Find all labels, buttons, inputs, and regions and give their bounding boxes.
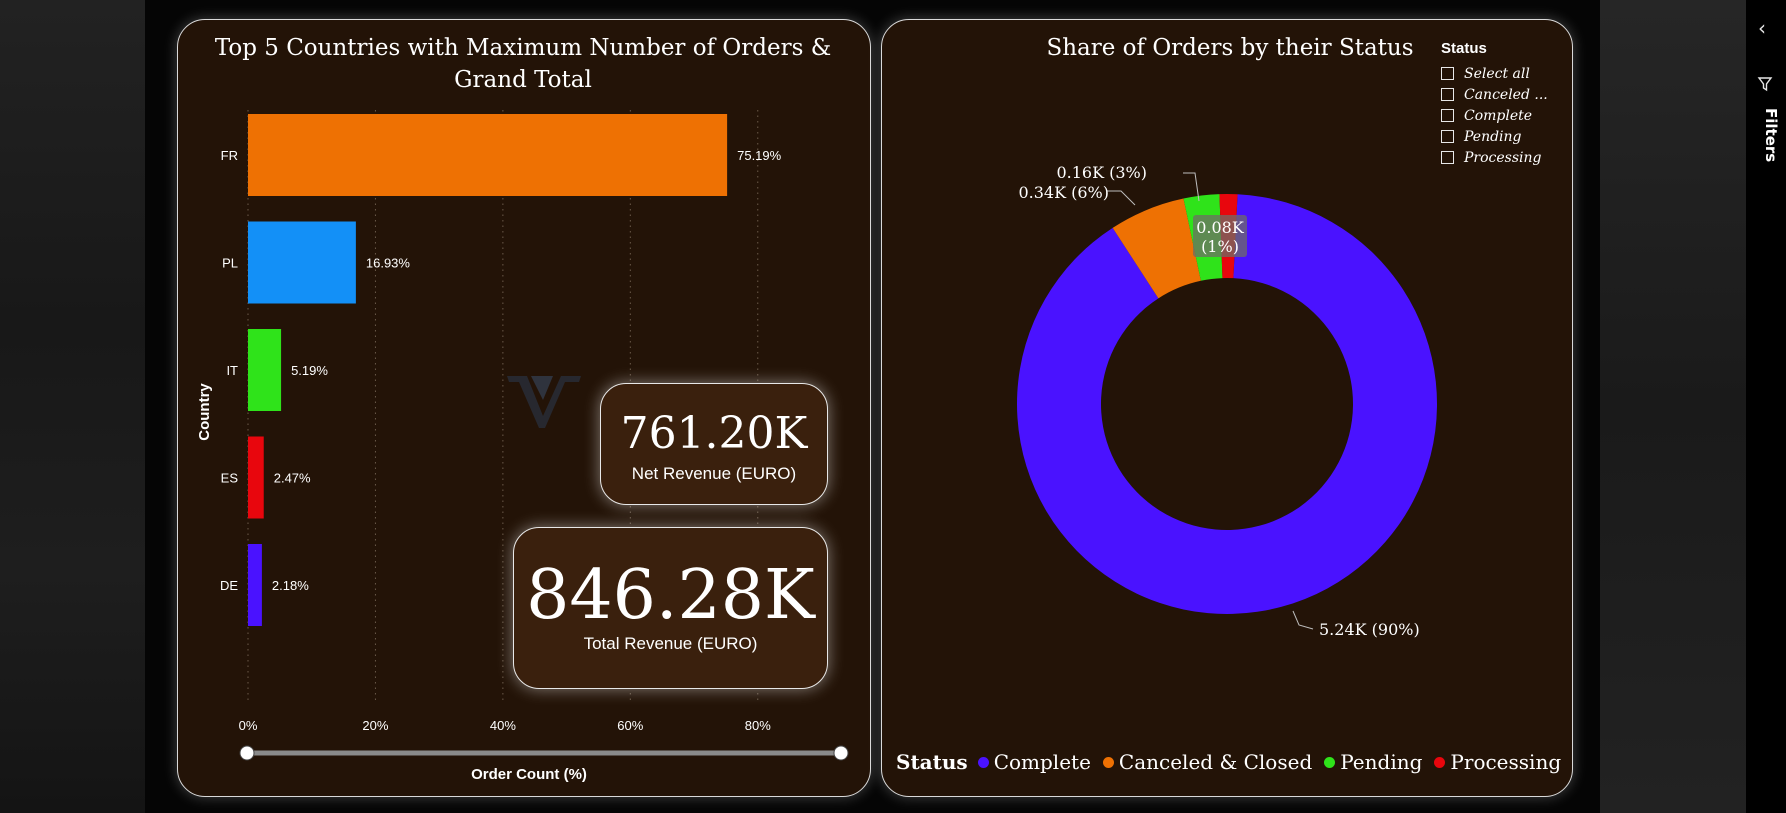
bar-data-label: 2.47% — [274, 471, 311, 486]
y-tick-label: ES — [221, 471, 239, 486]
legend-item[interactable]: Pending — [1324, 750, 1422, 774]
slicer-item-label: Canceled ... — [1464, 86, 1548, 103]
bar-pl[interactable] — [248, 221, 356, 304]
filters-label[interactable]: Filters — [1762, 108, 1780, 163]
legend-item[interactable]: Complete — [977, 750, 1091, 774]
legend-dot-icon — [1102, 756, 1114, 768]
bar-chart-title-line2: Grand Total — [454, 67, 592, 93]
donut-slice-canceled-closed[interactable] — [1112, 198, 1201, 299]
logo-watermark-icon — [507, 376, 581, 428]
donut-data-label-box — [1193, 215, 1247, 257]
range-slider-handle-start[interactable] — [239, 745, 255, 761]
x-tick-label: 40% — [490, 718, 516, 733]
background-left — [0, 0, 145, 813]
x-tick-label: 80% — [745, 718, 771, 733]
slicer-item-label: Complete — [1464, 107, 1533, 124]
y-axis-label: Country — [196, 383, 213, 441]
bar-data-label: 2.18% — [272, 578, 309, 593]
bar-de[interactable] — [248, 544, 262, 626]
donut-data-label: 0.08K — [1196, 218, 1245, 237]
legend-item[interactable]: Canceled & Closed — [1102, 750, 1313, 774]
slicer-item[interactable]: Canceled ... — [1441, 84, 1548, 105]
net-revenue-card: 761.20K Net Revenue (EURO) — [600, 383, 828, 505]
bar-data-label: 75.19% — [737, 148, 782, 163]
status-slicer-title: Status — [1441, 40, 1487, 57]
y-tick-label: FR — [221, 148, 238, 163]
slicer-item[interactable]: Select all — [1441, 63, 1548, 84]
total-revenue-card: 846.28K Total Revenue (EURO) — [513, 527, 828, 689]
bar-data-label: 5.19% — [291, 363, 328, 378]
total-revenue-value: 846.28K — [526, 556, 815, 635]
chevron-left-icon[interactable]: ‹ — [1758, 16, 1766, 40]
legend-item-label: Complete — [993, 750, 1091, 774]
slicer-item-label: Pending — [1464, 128, 1522, 145]
donut-chart: 5.24K (90%) 0.34K (6%)0.16K (3%) 0.08K(1%) — [1017, 163, 1437, 639]
donut-legend-title: Status — [896, 750, 968, 774]
donut-data-label: 5.24K (90%) — [1319, 620, 1420, 639]
net-revenue-label: Net Revenue (EURO) — [631, 464, 797, 483]
bar-fr[interactable] — [248, 114, 728, 196]
bar-chart-title-line1: Top 5 Countries with Maximum Number of O… — [214, 35, 832, 61]
legend-dot-icon — [977, 756, 989, 768]
x-tick-label: 20% — [362, 718, 388, 733]
donut-leader-line — [1183, 172, 1200, 202]
slicer-item-label: Select all — [1464, 65, 1530, 82]
background-right — [1600, 0, 1746, 813]
bar-data-label: 16.93% — [366, 256, 411, 271]
status-slicer: Status Select all Canceled ... Complete Pen… — [1441, 40, 1548, 168]
net-revenue-value: 761.20K — [620, 408, 808, 459]
donut-data-label: (1%) — [1201, 237, 1239, 256]
donut-leader-line — [1292, 610, 1314, 630]
checkbox[interactable] — [1441, 88, 1454, 101]
legend-item-label: Canceled & Closed — [1118, 750, 1313, 774]
y-tick-label: PL — [222, 256, 238, 271]
slicer-item[interactable]: Complete — [1441, 105, 1548, 126]
y-tick-label: IT — [226, 363, 238, 378]
checkbox[interactable] — [1441, 67, 1454, 80]
y-tick-label: DE — [220, 578, 238, 593]
legend-item[interactable]: Processing — [1434, 750, 1561, 774]
checkbox[interactable] — [1441, 109, 1454, 122]
bar-chart: 0% 20% 40% 60% 80% FR 75.19% PL 16.93% IT 5.19% ES 2… — [196, 110, 849, 783]
x-tick-label: 60% — [617, 718, 643, 733]
bar-chart-title: Top 5 Countries with Maximum Number of O… — [195, 32, 851, 96]
donut-chart-card — [881, 19, 1573, 797]
x-axis-label: Order Count (%) — [471, 766, 587, 783]
legend-item-label: Processing — [1450, 750, 1562, 774]
legend-dot-icon — [1324, 756, 1336, 768]
filters-pane-collapsed[interactable]: ‹ Filters — [1746, 0, 1786, 813]
funnel-icon — [1757, 76, 1773, 96]
range-slider-handle-end[interactable] — [833, 745, 849, 761]
slicer-item[interactable]: Processing — [1441, 147, 1548, 168]
donut-chart-title: Share of Orders by their Status — [1046, 35, 1414, 61]
x-tick-label: 0% — [239, 718, 258, 733]
donut-leader-line — [1107, 190, 1136, 206]
donut-data-label: 0.16K (3%) — [1056, 163, 1147, 182]
legend-dot-icon — [1434, 756, 1446, 768]
checkbox[interactable] — [1441, 130, 1454, 143]
slicer-item[interactable]: Pending — [1441, 126, 1548, 147]
donut-legend: Status Complete Canceled & Closed Pending P… — [896, 748, 1573, 776]
total-revenue-label: Total Revenue (EURO) — [583, 634, 758, 653]
slicer-item-label: Processing — [1464, 149, 1542, 166]
bar-es[interactable] — [248, 436, 264, 519]
legend-item-label: Pending — [1340, 750, 1423, 774]
donut-slice-complete[interactable] — [1017, 194, 1437, 615]
checkbox[interactable] — [1441, 151, 1454, 164]
donut-data-label: 0.34K (6%) — [1018, 183, 1109, 202]
bar-it[interactable] — [248, 329, 282, 411]
